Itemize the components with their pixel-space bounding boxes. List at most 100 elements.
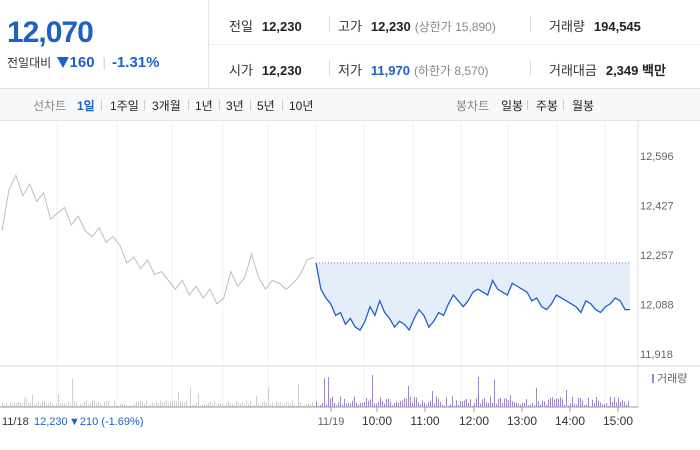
- stat-value: 11,970: [370, 63, 410, 78]
- volume-bar: [44, 400, 45, 407]
- volume-bar: [306, 404, 307, 407]
- volume-bar: [234, 405, 235, 407]
- volume-bar: [60, 403, 61, 407]
- volume-bar: [252, 405, 253, 407]
- volume-bar: [140, 400, 141, 407]
- tab-10y[interactable]: 10년: [289, 99, 314, 113]
- volume-bar: [296, 405, 297, 407]
- stat-label: 고가: [338, 19, 362, 34]
- volume-bar: [366, 397, 367, 407]
- volume-bar: [294, 404, 295, 407]
- volume-bar: [246, 400, 247, 407]
- tab-daily[interactable]: 일봉: [501, 99, 524, 113]
- volume-bar: [328, 377, 329, 407]
- volume-bar: [180, 402, 181, 407]
- volume-bar: [544, 401, 545, 407]
- volume-bar: [82, 403, 83, 407]
- volume-bar: [552, 397, 553, 407]
- volume-bar: [226, 403, 227, 407]
- volume-bar: [622, 400, 623, 407]
- volume-bar: [576, 404, 577, 407]
- volume-bar: [258, 403, 259, 407]
- volume-bar: [248, 403, 249, 407]
- volume-bar: [574, 403, 575, 407]
- volume-bar: [150, 404, 151, 407]
- tab-3m[interactable]: 3개월: [152, 99, 181, 113]
- volume-bar: [482, 399, 483, 407]
- volume-bar: [610, 396, 611, 407]
- volume-bar: [564, 405, 565, 407]
- price-chart[interactable]: 12,596 12,427 12,257 12,088 11,918 거래량 11/19…: [0, 120, 700, 450]
- volume-bar: [602, 404, 603, 407]
- volume-bar: [352, 400, 353, 407]
- volume-bar: [84, 401, 85, 407]
- volume-bar: [100, 404, 101, 407]
- volume-bar: [318, 405, 319, 407]
- tab-3y[interactable]: 3년: [226, 99, 244, 113]
- divider: [530, 60, 531, 76]
- tab-monthly[interactable]: 월봉: [572, 99, 595, 113]
- volume-bar: [444, 405, 445, 407]
- tab-1d[interactable]: 1일: [77, 99, 95, 113]
- volume-bar: [398, 402, 399, 407]
- volume-bar: [450, 404, 451, 407]
- volume-bar: [232, 403, 233, 407]
- tab-5y[interactable]: 5년: [257, 99, 275, 113]
- volume-bar: [598, 400, 599, 407]
- volume-bar: [78, 405, 79, 407]
- volume-bar: [148, 405, 149, 407]
- x-axis-labels: 11/19 10:00 11:00 12:00 13:00 14:00 15:00: [318, 407, 633, 428]
- volume-bar: [476, 398, 477, 407]
- volume-bar: [284, 403, 285, 407]
- volume-bar: [432, 391, 433, 407]
- volume-bar: [484, 398, 485, 407]
- volume-bar: [578, 397, 579, 407]
- volume-bar: [568, 405, 569, 407]
- volume-bar: [556, 398, 557, 407]
- volume-bar: [418, 402, 419, 407]
- tab-weekly[interactable]: 주봉: [536, 99, 559, 113]
- stat-value: 12,230: [261, 63, 302, 78]
- volume-bar: [606, 403, 607, 407]
- volume-bar: [324, 378, 325, 407]
- volume-bar: [462, 401, 463, 407]
- volume-bar: [304, 405, 305, 407]
- volume-bar: [466, 399, 467, 407]
- volume-bar: [52, 404, 53, 407]
- volume-bar: [242, 401, 243, 407]
- volume-bar: [24, 397, 25, 407]
- volume-bar: [588, 397, 589, 407]
- volume-bar: [512, 401, 513, 407]
- volume-bar: [506, 398, 507, 407]
- divider: [209, 44, 700, 45]
- volume-bar: [34, 404, 35, 407]
- prev-day-close: 12,230: [34, 416, 68, 428]
- volume-bar: [2, 403, 3, 407]
- volume-bar: [72, 378, 73, 407]
- volume-bar: [404, 398, 405, 407]
- volume-bar: [186, 400, 187, 407]
- volume-bar: [374, 403, 375, 407]
- volume-bar: [154, 403, 155, 407]
- tab-1w[interactable]: 1주일: [110, 99, 139, 113]
- quote-summary: 12,070 전일대비 160 | -1.31% 전일 12,230 고가 12,230…: [0, 0, 700, 89]
- volume-bar: [442, 405, 443, 407]
- volume-bar: [162, 403, 163, 407]
- x-tick-label: 11/19: [318, 416, 345, 428]
- volume-bar: [312, 402, 313, 407]
- stat-low: 저가 11,970 (하한가 8,570): [338, 60, 488, 79]
- stat-volume: 거래량 194,545: [549, 16, 641, 35]
- divider: [188, 100, 189, 110]
- volume-bar: [370, 399, 371, 407]
- tab-1y[interactable]: 1년: [195, 99, 213, 113]
- candle-chart-label: 봉차트: [456, 99, 490, 113]
- volume-bar: [146, 400, 147, 407]
- volume-bar: [618, 397, 619, 407]
- stat-amount: 거래대금 2,349 백만: [549, 60, 666, 79]
- divider: [101, 100, 102, 110]
- volume-bar: [50, 402, 51, 407]
- volume-bar: [22, 404, 23, 407]
- volume-bar: [158, 403, 159, 407]
- volume-bar: [400, 401, 401, 407]
- volume-bar: [286, 401, 287, 407]
